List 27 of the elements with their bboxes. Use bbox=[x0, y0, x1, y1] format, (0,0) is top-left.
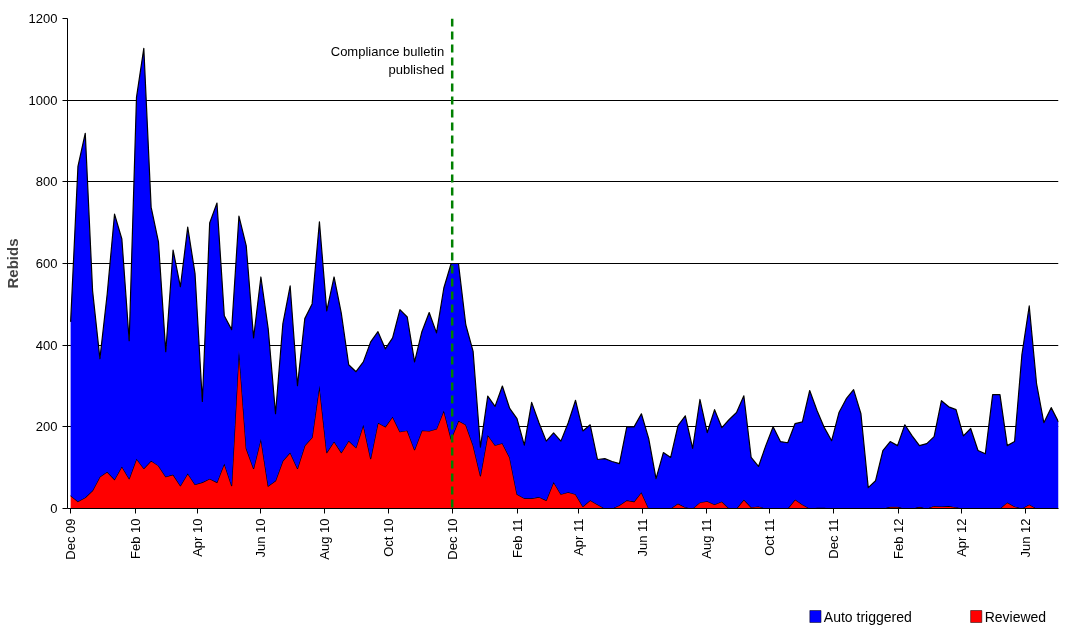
x-tick-label: Apr 12 bbox=[953, 518, 969, 557]
y-tick-label: 0 bbox=[50, 501, 58, 516]
y-tick-label: 1000 bbox=[28, 92, 58, 108]
x-tick-label: Dec 11 bbox=[826, 518, 842, 559]
x-tick-label: Dec 10 bbox=[444, 518, 460, 560]
x-tick-label: Oct 11 bbox=[762, 518, 778, 556]
legend-label: Reviewed bbox=[984, 608, 1047, 625]
x-tick-label: Jun 11 bbox=[634, 518, 650, 557]
x-tick-label: Aug 10 bbox=[317, 518, 333, 560]
x-tick-label: Dec 09 bbox=[63, 518, 79, 560]
y-axis-title: Rebids bbox=[3, 238, 21, 289]
y-tick-label: 400 bbox=[35, 337, 58, 353]
x-tick-label: Apr 11 bbox=[571, 518, 587, 556]
y-tick-label: 200 bbox=[35, 419, 58, 435]
x-tick-label: Apr 10 bbox=[189, 518, 205, 557]
y-tick-label: 600 bbox=[35, 256, 58, 271]
x-tick-label: Feb 11 bbox=[509, 518, 525, 559]
ref-line-label: Compliance bulletin published bbox=[330, 43, 445, 77]
x-tick-label: Feb 10 bbox=[127, 518, 143, 559]
y-tick-label: 1200 bbox=[28, 11, 58, 26]
x-tick-label: Jun 12 bbox=[1017, 518, 1033, 558]
x-tick-label: Aug 11 bbox=[698, 518, 714, 559]
x-tick-label: Jun 10 bbox=[253, 518, 269, 558]
legend-label: Auto triggered bbox=[823, 608, 912, 625]
x-tick-label: Feb 12 bbox=[891, 518, 907, 559]
x-tick-label: Oct 10 bbox=[380, 518, 396, 557]
y-tick-label: 800 bbox=[35, 174, 58, 190]
